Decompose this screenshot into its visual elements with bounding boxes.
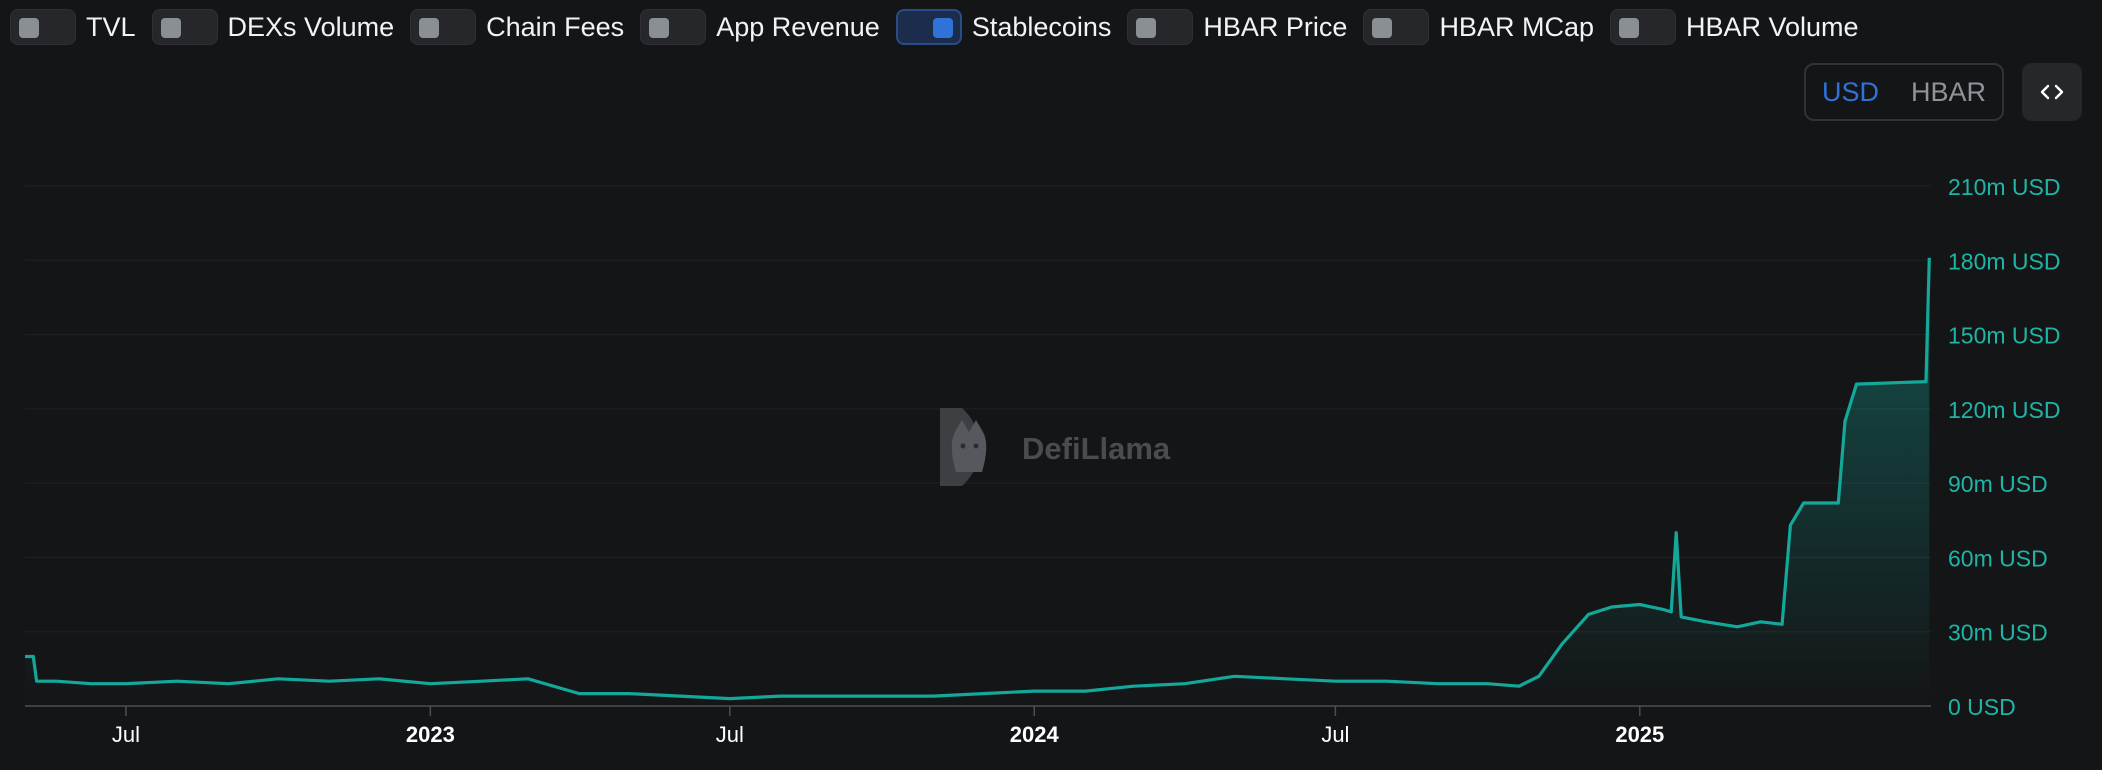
x-axis-ticks	[125, 706, 1641, 716]
y-axis-labels: 0 USD 30m USD 60m USD 90m USD 120m USD 150m U…	[1948, 174, 2060, 720]
toggle-hbar-mcap[interactable]: HBAR MCap	[1363, 9, 1594, 45]
switch[interactable]	[10, 9, 76, 45]
x-tick-label: 2023	[406, 722, 455, 747]
toggle-label: DEXs Volume	[227, 11, 395, 42]
toggle-hbar-volume[interactable]: HBAR Volume	[1609, 9, 1859, 45]
toggle-label: HBAR Volume	[1685, 11, 1859, 42]
x-tick-label: 2024	[1010, 722, 1060, 747]
currency-option-hbar[interactable]: HBAR	[1910, 76, 1986, 107]
x-axis-labels: Jul 2023 Jul 2024 Jul 2025	[112, 722, 1664, 747]
metric-toggles: TVL DEXs Volume Chain Fees App Revenue S…	[10, 8, 1859, 46]
toggle-label: Stablecoins	[971, 11, 1112, 42]
switch-knob	[19, 18, 39, 38]
toggle-tvl[interactable]: TVL	[10, 9, 136, 45]
x-tick-label: Jul	[716, 722, 744, 747]
switch[interactable]	[895, 9, 962, 45]
switch-knob	[649, 18, 670, 38]
toggle-label: HBAR MCap	[1439, 11, 1594, 42]
grid-lines	[25, 185, 1931, 633]
toggle-chain-fees[interactable]: Chain Fees	[410, 9, 624, 45]
y-tick-label: 30m USD	[1948, 620, 2048, 646]
switch[interactable]	[640, 9, 707, 45]
y-tick-label: 210m USD	[1948, 174, 2060, 200]
llama-logo-icon	[940, 408, 987, 486]
x-tick-label: 2025	[1615, 722, 1664, 747]
switch-knob	[932, 18, 953, 38]
currency-option-usd[interactable]: USD	[1821, 76, 1879, 107]
switch-knob	[1136, 18, 1157, 38]
toggle-stablecoins[interactable]: Stablecoins	[895, 9, 1112, 45]
switch[interactable]	[1609, 9, 1676, 45]
y-tick-label: 90m USD	[1948, 471, 2048, 497]
switch-knob	[419, 18, 440, 38]
series-area	[25, 257, 1930, 706]
switch-knob	[1618, 18, 1639, 38]
switch-knob	[1372, 18, 1393, 38]
toggle-app-revenue[interactable]: App Revenue	[640, 9, 880, 45]
embed-button[interactable]	[2022, 63, 2082, 121]
toggle-hbar-price[interactable]: HBAR Price	[1127, 9, 1347, 45]
toggle-dexs-volume[interactable]: DEXs Volume	[151, 9, 395, 45]
toggle-label: TVL	[86, 11, 136, 42]
y-tick-label: 120m USD	[1948, 397, 2060, 423]
toggle-label: App Revenue	[716, 11, 880, 42]
x-tick-label: Jul	[1321, 722, 1349, 747]
y-tick-label: 60m USD	[1948, 545, 2048, 571]
watermark-text: DefiLlama	[1022, 431, 1171, 466]
code-brackets-icon	[2040, 84, 2064, 100]
y-tick-label: 180m USD	[1948, 248, 2060, 274]
switch[interactable]	[151, 9, 218, 45]
watermark: DefiLlama	[940, 408, 1171, 486]
y-tick-label: 150m USD	[1948, 323, 2060, 349]
switch[interactable]	[410, 9, 477, 45]
currency-selector: USD HBAR	[1804, 63, 2004, 121]
switch[interactable]	[1127, 9, 1194, 45]
x-tick-label: Jul	[112, 722, 140, 747]
toggle-label: Chain Fees	[486, 11, 625, 42]
switch-knob	[160, 18, 181, 38]
switch[interactable]	[1363, 9, 1430, 45]
toggle-label: HBAR Price	[1203, 11, 1348, 42]
series-line	[25, 257, 1931, 701]
y-tick-label: 0 USD	[1948, 694, 2016, 720]
